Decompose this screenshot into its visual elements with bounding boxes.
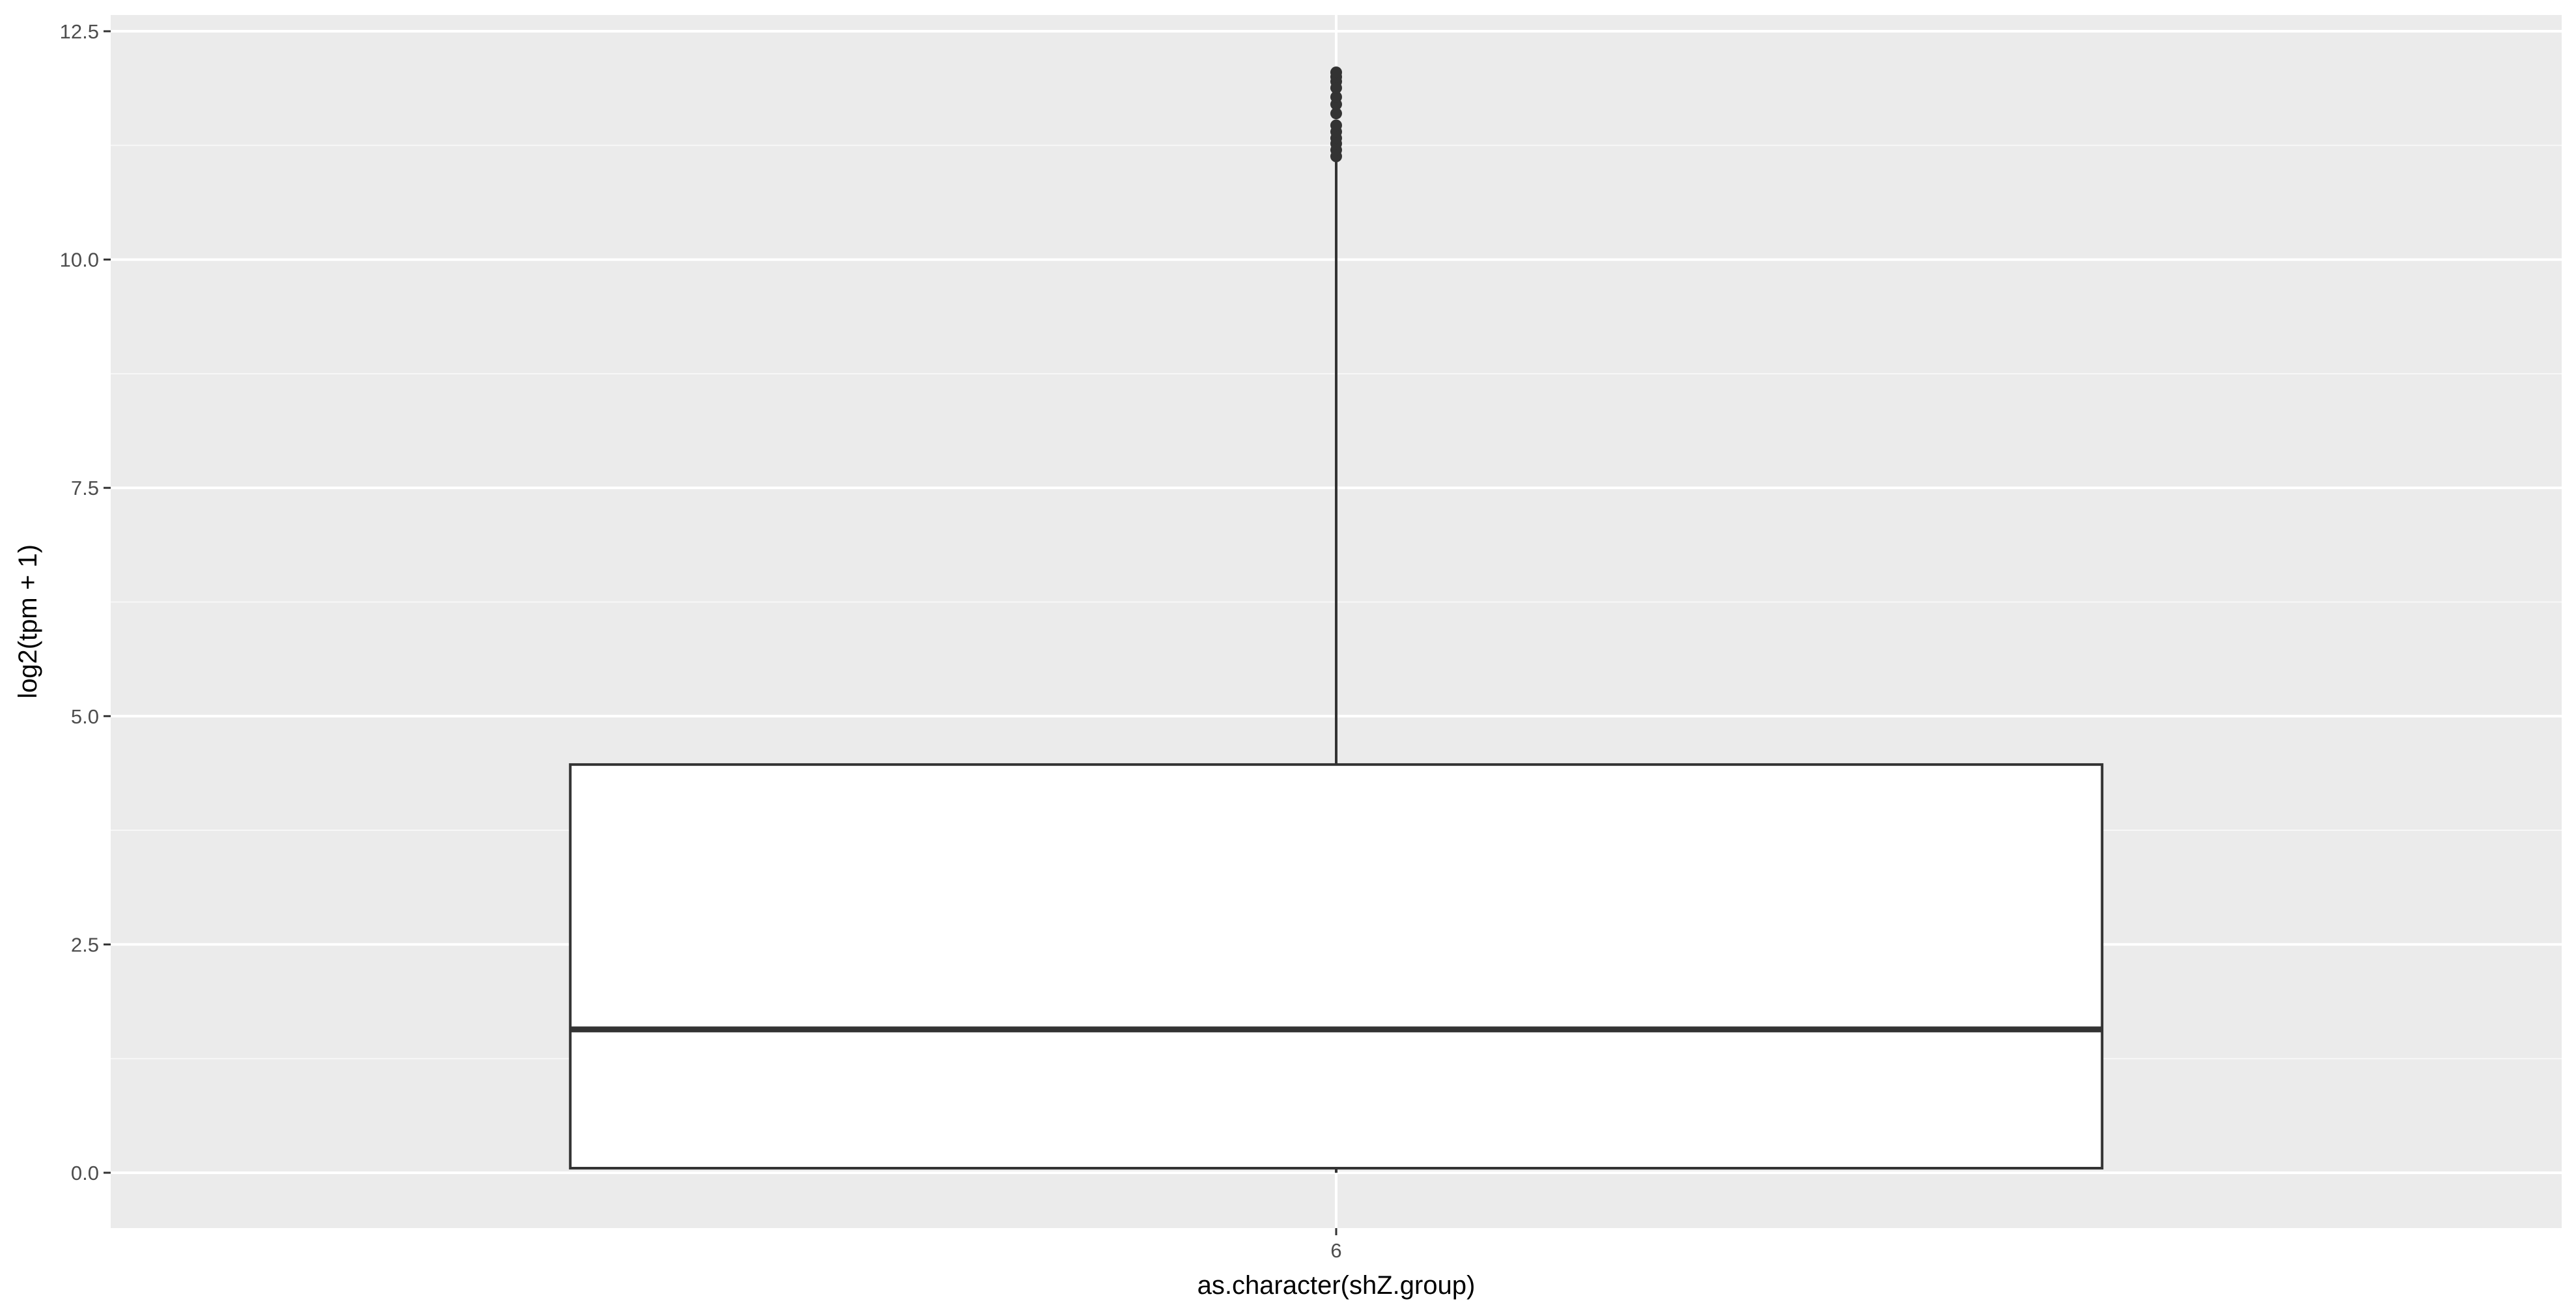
x-axis-title: as.character(shZ.group) xyxy=(1197,1271,1476,1300)
y-axis-title: log2(tpm + 1) xyxy=(14,544,42,699)
axis-ticks xyxy=(104,30,1337,1235)
outlier-point xyxy=(1330,91,1342,103)
outlier-point xyxy=(1330,119,1342,132)
outlier-point xyxy=(1330,66,1342,79)
x-axis-tick-labels: 6 xyxy=(1330,1239,1341,1262)
box-series xyxy=(568,66,2104,1173)
interquartile-box xyxy=(568,763,2104,1169)
box-6 xyxy=(568,66,2104,1173)
y-tick-label: 5.0 xyxy=(71,705,99,728)
y-tick-label: 7.5 xyxy=(71,477,99,499)
y-axis-tick-labels: 0.0 2.5 5.0 7.5 10.0 12.5 xyxy=(60,20,99,1184)
outlier-point xyxy=(1330,107,1342,120)
y-tick-label: 10.0 xyxy=(60,249,99,272)
y-tick-label: 2.5 xyxy=(71,933,99,956)
x-tick-label: 6 xyxy=(1330,1239,1341,1262)
y-tick-label: 12.5 xyxy=(60,20,99,43)
y-tick-label: 0.0 xyxy=(71,1162,99,1184)
